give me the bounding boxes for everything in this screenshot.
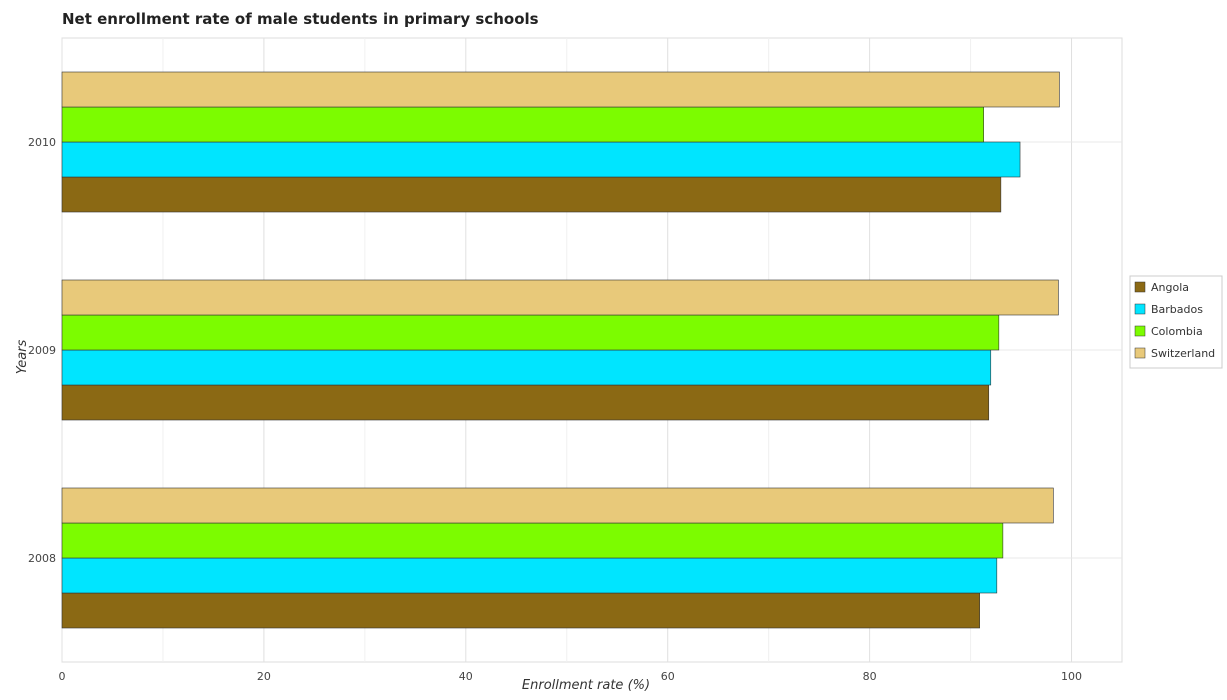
- bar-angola-2010: [61, 176, 1002, 213]
- bar-colombia-2008: [61, 522, 1004, 559]
- x-tick-label: 80: [863, 670, 877, 683]
- legend-label: Angola: [1151, 281, 1189, 294]
- bar-switzerland-2010: [61, 71, 1060, 108]
- bar-colombia-2009: [61, 314, 1000, 351]
- y-tick-label: 2009: [28, 344, 56, 357]
- bar-angola-2008: [61, 592, 980, 629]
- bar-barbados-2010: [61, 141, 1021, 178]
- x-tick-label: 20: [257, 670, 271, 683]
- axis-ticks: 0 20 40 60 80 100 2008 2009 2010: [28, 136, 1082, 683]
- legend-swatch: [1134, 347, 1146, 359]
- x-axis-label: Enrollment rate (%): [522, 678, 650, 693]
- legend-swatch: [1134, 281, 1146, 293]
- x-tick-label: 0: [59, 670, 66, 683]
- x-tick-label: 60: [661, 670, 675, 683]
- legend-swatch: [1134, 325, 1146, 337]
- legend: Angola Barbados Colombia Switzerland: [1129, 275, 1223, 369]
- bar-switzerland-2008: [61, 487, 1054, 524]
- x-tick-label: 100: [1061, 670, 1082, 683]
- y-axis-label: Years: [15, 339, 30, 374]
- chart-title: Net enrollment rate of male students in …: [62, 10, 539, 28]
- y-tick-label: 2010: [28, 136, 56, 149]
- legend-box: [1129, 275, 1223, 369]
- bar-barbados-2009: [61, 349, 992, 386]
- y-tick-label: 2008: [28, 552, 56, 565]
- x-tick-label: 40: [459, 670, 473, 683]
- bar-barbados-2008: [61, 557, 998, 594]
- bars: [61, 71, 1060, 629]
- bar-switzerland-2009: [61, 279, 1059, 316]
- bar-angola-2009: [61, 384, 990, 421]
- legend-swatch: [1134, 303, 1146, 315]
- legend-label: Switzerland: [1151, 347, 1215, 360]
- legend-label: Barbados: [1151, 303, 1203, 316]
- legend-label: Colombia: [1151, 325, 1203, 338]
- bar-colombia-2010: [61, 106, 984, 143]
